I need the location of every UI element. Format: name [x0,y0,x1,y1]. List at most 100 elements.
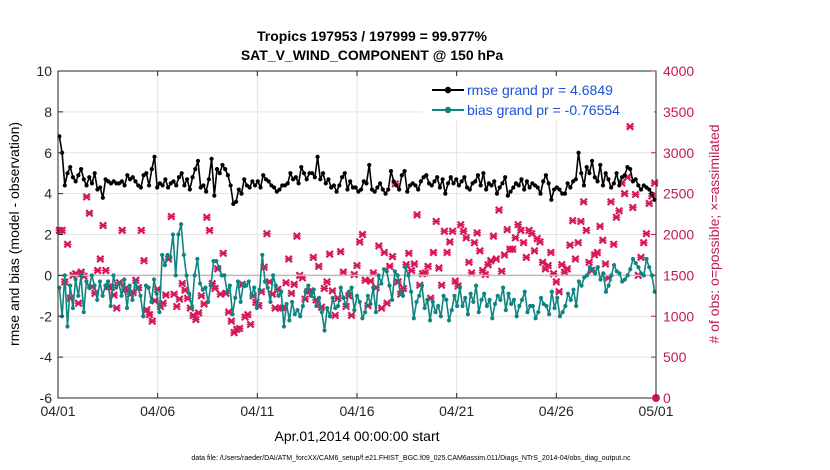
rmse-point [448,175,453,180]
rmse-point [568,185,573,190]
rmse-point [587,171,592,176]
bias-point [641,273,646,278]
rmse-point [383,191,388,196]
bias-point [160,252,165,258]
obs-assimilated-marker [101,266,110,275]
obs-assimilated-marker [350,270,359,279]
rmse-point [590,158,595,164]
bias-point [243,283,249,288]
rmse-point [206,177,211,182]
obs-assimilated-marker [336,247,345,256]
obs-assimilated-marker [645,199,654,208]
bias-point [151,277,157,282]
rmse-point [367,162,372,168]
data-file-footnote: data file: /Users/raeder/DAI/ATM_forcXX/… [191,455,631,462]
rmse-point [394,183,399,188]
bias-point [208,283,213,288]
bias-point [346,289,351,294]
legend-rmse-label: rmse grand pr = 4.6849 [467,82,613,98]
bias-point [422,305,427,311]
rmse-point [546,181,551,186]
obs-assimilated-marker [339,268,348,277]
rmse-point [481,171,486,176]
bias-point [492,301,498,307]
bias-point [628,267,633,272]
obs-assimilated-marker [462,233,471,242]
obs-assimilated-marker [118,226,127,235]
rmse-point [418,179,423,184]
obs-assimilated-marker [180,286,189,295]
rmse-point [62,183,67,188]
bias-point [465,312,471,317]
bias-point [484,303,489,309]
bias-point [352,308,357,313]
rmse-point [220,162,225,168]
obs-assimilated-marker [282,278,290,287]
obs-assimilated-marker [380,248,389,257]
rmse-point [155,185,160,190]
obs-assimilated-marker [404,249,413,258]
bias-point [495,293,500,298]
rmse-point [527,185,532,190]
x-tick-label: 04/26 [539,403,574,419]
obs-assimilated-marker [650,179,659,187]
bias-point [216,265,222,270]
obs-assimilated-marker [563,264,572,273]
bias-point [411,316,416,321]
y-right-tick-label: 2500 [663,186,694,202]
obs-assimilated-marker [99,221,108,230]
y-axis-right: 0 500 1000 1500 2000 2500 3000 3500 4000 [651,63,694,406]
bias-point [230,312,235,317]
bias-point [189,305,195,311]
bias-point [311,287,316,292]
bias-point [214,258,219,264]
rmse-point [195,158,201,164]
rmse-point [277,187,282,192]
bias-point [471,299,476,305]
rmse-point [443,191,448,196]
rmse-point [214,167,220,172]
bias-point [425,297,430,302]
rmse-point [429,183,434,188]
bias-point [135,285,140,290]
obs-assimilated-marker [205,226,214,235]
bias-point [70,305,75,311]
obs-assimilated-marker [535,237,544,246]
bias-point [373,310,379,315]
bias-point [292,312,297,317]
bias-point [460,303,465,309]
obs-assimilated-marker [530,246,539,255]
rmse-point [318,177,323,182]
bias-point [271,273,276,278]
obs-assimilated-marker [355,237,364,246]
obs-assimilated-marker [328,286,337,295]
bias-point [92,283,97,288]
rmse-point [609,185,614,190]
obs-assimilated-marker [93,266,102,275]
bias-point [114,285,119,290]
rmse-point [399,173,404,178]
obs-assimilated-marker [437,281,446,290]
bias-point [363,310,368,315]
rmse-point [225,173,230,178]
obs-assimilated-marker [606,197,615,206]
bias-point [146,285,151,290]
rmse-point [84,183,89,188]
bias-point [509,301,514,307]
rmse-point [535,185,540,190]
bias-point [438,314,443,319]
rmse-point [375,185,380,190]
bias-point [257,287,262,292]
obs-assimilated-marker [637,253,645,262]
obs-assimilated-marker [137,226,146,235]
bias-point [625,273,630,278]
bias-point [446,318,452,323]
rmse-point [364,181,369,186]
rmse-point [326,177,331,182]
legend-rmse-marker [444,86,452,94]
obs-assimilated-marker [470,238,479,247]
rmse-point [242,177,247,182]
obs-assimilated-marker [456,220,465,229]
rmse-point [288,171,293,176]
bias-point [574,303,579,309]
